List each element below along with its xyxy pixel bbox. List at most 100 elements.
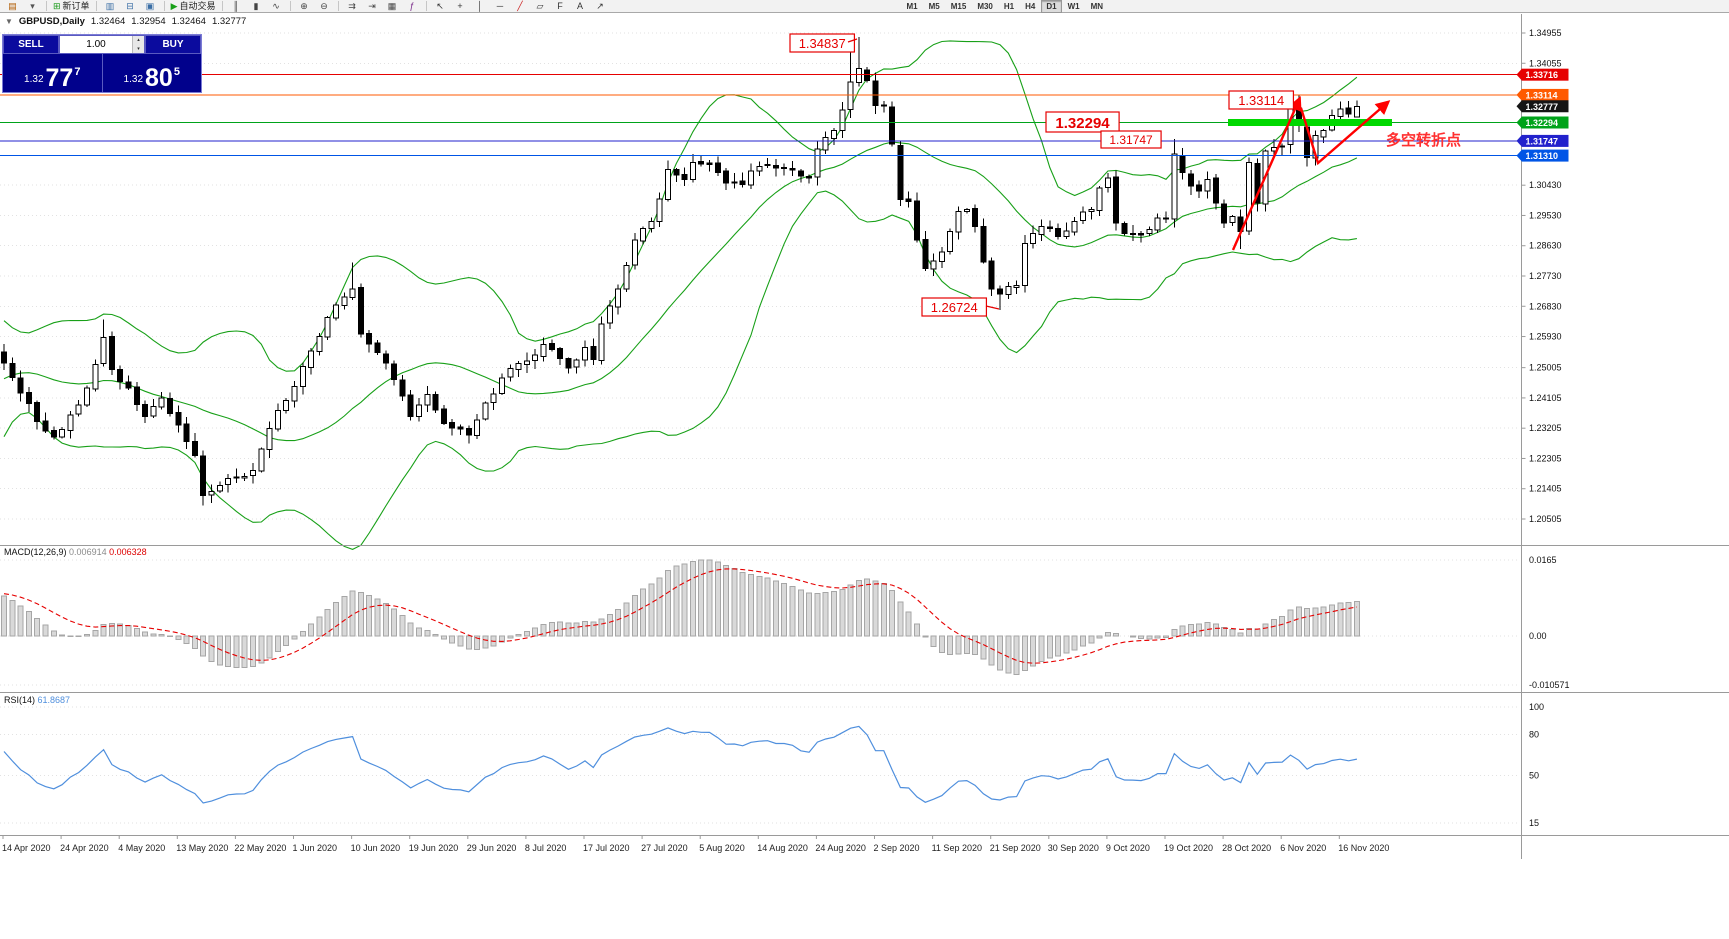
rsi-value: 61.8687 <box>37 695 71 705</box>
trend-arrow[interactable] <box>1231 96 1302 251</box>
candle-chart-icon[interactable]: ▮ <box>253 0 259 11</box>
svg-text:10 Jun 2020: 10 Jun 2020 <box>351 843 401 853</box>
macd-main-value: 0.006914 <box>69 547 107 557</box>
macd-histogram <box>1 559 1360 675</box>
toolbar-separator <box>46 1 47 11</box>
svg-text:27 Jul 2020: 27 Jul 2020 <box>641 843 688 853</box>
bar-chart-icon[interactable]: ║ <box>232 0 240 11</box>
volume-down-button[interactable]: ▾ <box>133 44 144 53</box>
chart-shift-icon[interactable]: ⇥ <box>368 0 376 11</box>
toolbar-separator <box>337 1 339 11</box>
price-callout[interactable]: 1.26724 <box>921 297 1000 317</box>
indicators-icon[interactable]: ƒ <box>409 0 415 11</box>
svg-text:1.31747: 1.31747 <box>1109 133 1153 147</box>
candles <box>1 36 1360 506</box>
price-tag: 1.31747 <box>1516 134 1569 147</box>
new-order-button[interactable]: ⊞ 新订单 <box>53 0 90 11</box>
svg-text:1.26830: 1.26830 <box>1529 301 1562 311</box>
svg-text:1.31747: 1.31747 <box>1526 136 1559 146</box>
svg-text:1.33114: 1.33114 <box>1526 90 1558 100</box>
timeframe-h1[interactable]: H1 <box>1003 1 1015 11</box>
price-tag: 1.33114 <box>1516 88 1569 101</box>
volume-spinner: ▴ ▾ <box>132 36 144 53</box>
svg-text:1.22305: 1.22305 <box>1529 453 1562 463</box>
svg-text:11 Sep 2020: 11 Sep 2020 <box>932 843 982 853</box>
horizontal-line-icon[interactable]: ─ <box>496 0 504 11</box>
chart-profiles-icon[interactable]: ▾ <box>30 0 35 11</box>
price-callout[interactable]: 1.32294 <box>1045 111 1120 133</box>
green-zone-line[interactable] <box>1228 118 1392 126</box>
svg-text:2 Sep 2020: 2 Sep 2020 <box>874 843 920 853</box>
cursor-icon[interactable]: ↖ <box>436 0 444 11</box>
buy-button[interactable]: BUY <box>145 35 201 54</box>
timeframe-m30[interactable]: M30 <box>977 1 993 11</box>
vertical-line-icon[interactable]: │ <box>477 0 483 11</box>
zoom-in-icon[interactable]: ⊕ <box>300 0 308 11</box>
svg-text:1.23205: 1.23205 <box>1529 423 1562 433</box>
svg-text:1.33716: 1.33716 <box>1526 70 1559 80</box>
svg-text:1.26724: 1.26724 <box>931 300 978 315</box>
new-chart-icon[interactable]: ▤ <box>8 0 17 11</box>
svg-text:1.24105: 1.24105 <box>1529 393 1562 403</box>
bid-price-display[interactable]: 1.32 77 7 <box>3 54 102 92</box>
line-chart-icon[interactable]: ∿ <box>272 0 280 11</box>
grid-icon[interactable]: ▦ <box>387 0 397 11</box>
volume-input[interactable] <box>60 36 132 53</box>
trendline-icon[interactable]: ╱ <box>517 0 523 11</box>
ask-price-prefix: 1.32 <box>123 74 144 85</box>
channel-icon[interactable]: ▱ <box>536 0 544 11</box>
time-axis[interactable]: 14 Apr 2020 24 Apr 2020 4 May 2020 13 May 2… <box>2 835 1389 854</box>
chart-header: ▼ GBPUSD,Daily 1.32464 1.32954 1.32464 1… <box>5 16 246 27</box>
svg-text:24 Aug 2020: 24 Aug 2020 <box>815 843 866 853</box>
rsi-line <box>3 725 1358 804</box>
volume-up-button[interactable]: ▴ <box>133 36 144 45</box>
text-icon[interactable]: A <box>576 0 583 11</box>
timeframe-h4[interactable]: H4 <box>1025 1 1036 11</box>
timeframe-m5[interactable]: M5 <box>928 1 940 11</box>
sell-button[interactable]: SELL <box>3 35 59 54</box>
macd-name: MACD(12,26,9) <box>4 547 67 557</box>
macd-signal-line <box>3 568 1357 664</box>
one-click-collapse-icon[interactable]: ▼ <box>5 17 13 26</box>
svg-text:28 Oct 2020: 28 Oct 2020 <box>1222 843 1271 853</box>
svg-text:1.33114: 1.33114 <box>1238 93 1284 108</box>
terminal-icon[interactable]: ▣ <box>145 0 155 11</box>
autotrading-button[interactable]: ▶ 自动交易 <box>170 0 216 11</box>
price-callout[interactable]: 1.31747 <box>1100 130 1162 149</box>
svg-text:17 Jul 2020: 17 Jul 2020 <box>583 843 630 853</box>
fibonacci-icon[interactable]: F <box>557 0 563 11</box>
price-scale[interactable]: 1.34955 1.34055 1.30430 1.29530 1.28630 1.277… <box>1521 28 1570 828</box>
chart-canvas[interactable]: 1.34955 1.34055 1.30430 1.29530 1.28630 1.277… <box>0 14 1729 939</box>
svg-text:29 Jun 2020: 29 Jun 2020 <box>467 843 517 853</box>
timeframe-mn[interactable]: MN <box>1090 1 1104 11</box>
svg-text:30 Sep 2020: 30 Sep 2020 <box>1048 843 1099 853</box>
timeframe-m1[interactable]: M1 <box>906 1 918 11</box>
price-callout[interactable]: 1.34837 <box>789 33 858 53</box>
toolbar: ▤ ▾ ⊞ 新订单 ▥ ⊟ ▣ ▶ 自动交易 ║ ▮ ∿ ⊕ ⊖ ⇉ ⇥ ▦ ƒ ↖ + │ ─ ╱ ▱ F A ↗ M1 M5 M15 M… <box>0 0 1729 13</box>
volume-control: ▴ ▾ <box>59 35 145 54</box>
svg-text:9 Oct 2020: 9 Oct 2020 <box>1106 843 1150 853</box>
zoom-out-icon[interactable]: ⊖ <box>320 0 328 11</box>
svg-text:19 Jun 2020: 19 Jun 2020 <box>409 843 459 853</box>
market-watch-icon[interactable]: ▥ <box>105 0 115 11</box>
svg-text:1.32294: 1.32294 <box>1526 118 1559 128</box>
timeframe-m15[interactable]: M15 <box>950 1 967 11</box>
price-callout[interactable]: 1.33114 <box>1228 90 1295 110</box>
one-click-trading-panel: SELL ▴ ▾ BUY 1.32 77 7 1.32 80 5 <box>2 34 202 93</box>
crosshair-icon[interactable]: + <box>457 0 463 11</box>
chinese-note[interactable]: 多空转折点 <box>1386 131 1461 149</box>
toolbar-separator <box>425 1 427 11</box>
svg-text:1.28630: 1.28630 <box>1529 241 1562 251</box>
navigator-icon[interactable]: ⊟ <box>126 0 134 11</box>
svg-text:0.0165: 0.0165 <box>1529 555 1557 565</box>
svg-text:14 Aug 2020: 14 Aug 2020 <box>757 843 808 853</box>
svg-text:80: 80 <box>1529 729 1539 739</box>
timeframe-w1[interactable]: W1 <box>1067 1 1080 11</box>
svg-text:1.29530: 1.29530 <box>1529 210 1562 220</box>
ask-price-display[interactable]: 1.32 80 5 <box>103 54 202 92</box>
trend-arrow[interactable] <box>1299 100 1391 166</box>
svg-text:15: 15 <box>1529 818 1539 828</box>
arrow-tool-icon[interactable]: ↗ <box>596 0 604 11</box>
auto-scroll-icon[interactable]: ⇉ <box>348 0 356 11</box>
timeframe-d1[interactable]: D1 <box>1041 0 1062 13</box>
